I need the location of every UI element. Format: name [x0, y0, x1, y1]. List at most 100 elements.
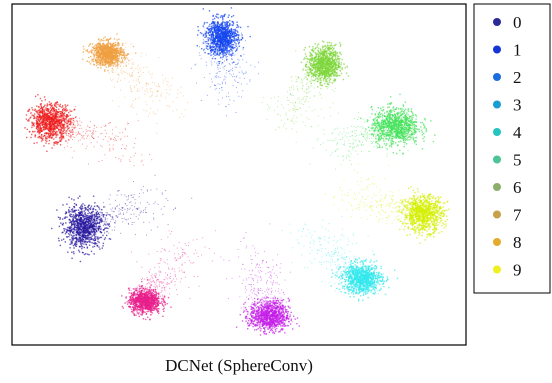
data-point [323, 62, 325, 64]
data-point [354, 132, 356, 134]
data-point [397, 119, 399, 122]
data-point [397, 120, 399, 122]
data-point [211, 48, 213, 50]
data-point [104, 231, 106, 233]
data-point [384, 112, 386, 114]
data-point [263, 97, 265, 99]
data-point [194, 64, 196, 66]
data-point [326, 68, 328, 70]
data-point [396, 134, 399, 136]
data-point [329, 78, 332, 80]
data-point [112, 218, 114, 220]
data-point [324, 45, 327, 47]
data-point [103, 221, 105, 223]
data-point [330, 68, 332, 70]
data-point [267, 109, 269, 111]
data-point [382, 110, 384, 112]
data-point [329, 76, 331, 78]
data-point [211, 64, 213, 66]
data-point [328, 64, 330, 67]
data-point [399, 137, 401, 139]
data-point [95, 223, 97, 225]
data-point [298, 77, 300, 79]
data-point [129, 201, 131, 203]
data-point [337, 127, 339, 129]
data-point [360, 143, 362, 145]
data-point [376, 111, 378, 113]
data-point [235, 50, 237, 52]
data-point [221, 47, 223, 50]
data-point [402, 125, 405, 128]
data-point [411, 117, 413, 119]
data-point [378, 125, 381, 127]
data-point [99, 220, 102, 222]
data-point [224, 75, 225, 77]
data-point [249, 79, 251, 81]
data-point [228, 44, 230, 47]
data-point [210, 36, 213, 38]
data-point [211, 34, 213, 37]
data-point [289, 93, 291, 95]
data-point [96, 237, 98, 240]
data-point [404, 108, 407, 110]
data-point [227, 50, 230, 52]
data-point [320, 66, 322, 68]
data-point [292, 108, 294, 109]
data-point [279, 115, 281, 117]
data-point [87, 241, 89, 243]
data-point [411, 120, 413, 122]
data-point [317, 81, 319, 83]
data-point [228, 63, 230, 65]
data-point [388, 114, 391, 117]
data-point [230, 40, 232, 43]
data-point [310, 77, 312, 79]
data-point [81, 224, 83, 227]
data-point [335, 150, 337, 152]
data-point [310, 62, 313, 65]
data-point [228, 96, 230, 97]
data-point [312, 46, 314, 48]
data-point [404, 130, 406, 132]
data-point [84, 215, 87, 218]
data-point [85, 229, 87, 231]
data-point [245, 71, 247, 73]
data-point [210, 26, 213, 28]
data-point [411, 114, 414, 116]
data-point [445, 223, 447, 225]
data-point [381, 113, 383, 115]
data-point [212, 38, 214, 40]
data-point [73, 206, 75, 208]
data-point [81, 222, 83, 224]
data-point [289, 89, 291, 91]
data-point [85, 243, 87, 245]
data-point [216, 44, 218, 45]
data-point [71, 251, 73, 253]
data-point [332, 59, 335, 62]
data-point [305, 65, 307, 68]
data-point [361, 141, 363, 143]
data-point [217, 29, 220, 32]
data-point [304, 64, 307, 67]
data-point [210, 38, 212, 40]
data-point [327, 62, 329, 64]
data-point [276, 114, 278, 116]
data-point [91, 235, 93, 237]
data-point [241, 34, 243, 36]
data-point [326, 58, 328, 60]
data-point [407, 132, 409, 135]
data-point [100, 217, 102, 219]
data-point [216, 41, 218, 43]
data-point [214, 84, 215, 86]
data-point [224, 23, 226, 25]
data-point [234, 32, 237, 35]
data-point [73, 247, 75, 249]
data-point [106, 212, 108, 214]
data-point [396, 131, 399, 133]
data-point [82, 219, 84, 221]
data-point [97, 213, 99, 215]
data-point [330, 71, 332, 73]
data-point [212, 22, 214, 24]
data-point [290, 119, 292, 121]
data-point [312, 75, 314, 77]
data-point [219, 49, 221, 51]
